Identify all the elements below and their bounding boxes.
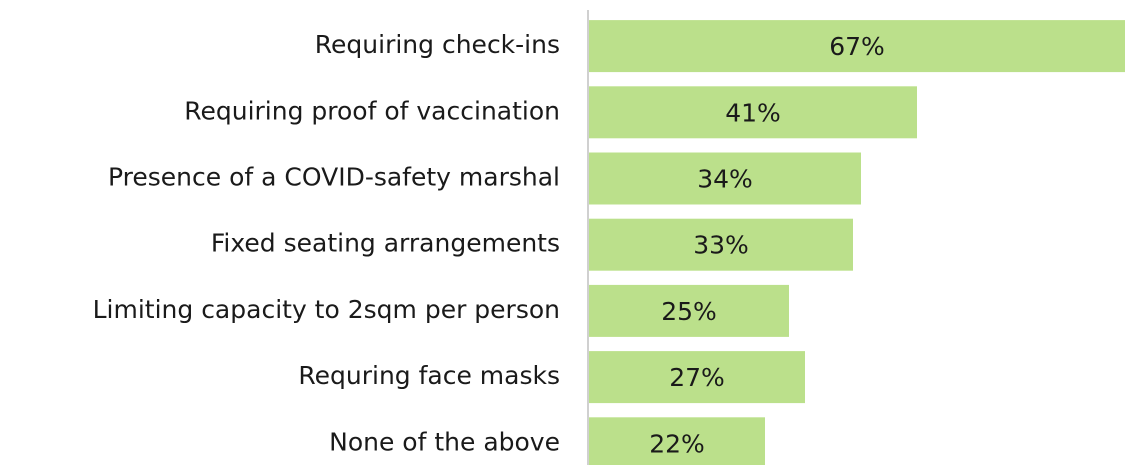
category-label: None of the above: [329, 427, 560, 456]
bar: [589, 20, 1125, 73]
value-label: 41%: [725, 98, 781, 127]
bar: [589, 86, 917, 139]
bar: [589, 218, 853, 271]
bar: [589, 351, 805, 404]
category-label: Presence of a COVID-safety marshal: [108, 163, 560, 192]
category-label: Requiring check-ins: [315, 30, 560, 59]
value-label: 67%: [829, 32, 885, 61]
category-label: Requiring proof of vaccination: [184, 96, 560, 125]
category-label: Requring face masks: [298, 361, 560, 390]
bar: [589, 417, 765, 465]
category-label: Limiting capacity to 2sqm per person: [93, 295, 560, 324]
value-label: 34%: [697, 165, 753, 194]
bar: [589, 152, 861, 205]
value-label: 25%: [661, 297, 717, 326]
value-label: 22%: [649, 429, 705, 458]
value-label: 27%: [669, 363, 725, 392]
category-label: Fixed seating arrangements: [211, 229, 560, 258]
value-label: 33%: [693, 231, 749, 260]
bar: [589, 284, 789, 337]
